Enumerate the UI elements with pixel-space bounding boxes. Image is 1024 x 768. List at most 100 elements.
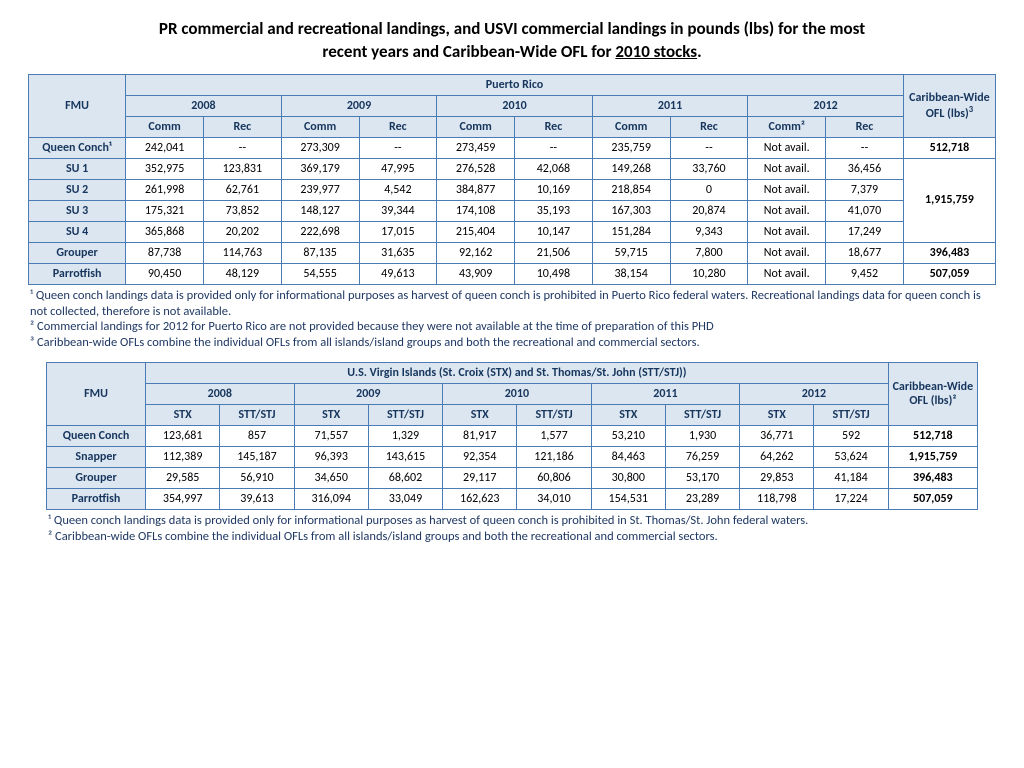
title-line2-underline: 2010 stocks xyxy=(615,41,697,62)
cell: Not avail. xyxy=(748,158,826,179)
cell: 174,108 xyxy=(437,200,515,221)
table-row: SU 3175,32173,852148,12739,344174,10835,… xyxy=(29,200,996,221)
t1-sub-5: Rec xyxy=(515,116,593,137)
table-row: Snapper112,389145,18796,393143,61592,354… xyxy=(47,447,978,468)
row-label: Grouper xyxy=(47,468,146,489)
cell: -- xyxy=(515,137,593,158)
t2-year-1: 2009 xyxy=(294,384,443,405)
cell: 34,650 xyxy=(294,468,368,489)
cell: 96,393 xyxy=(294,447,368,468)
cell: 48,129 xyxy=(203,263,281,284)
cell: 42,068 xyxy=(515,158,593,179)
ofl-cell: 507,059 xyxy=(903,263,995,284)
title-line2c: . xyxy=(697,41,702,62)
cell: 18,677 xyxy=(826,242,904,263)
ofl-cell: 512,718 xyxy=(903,137,995,158)
table-row: Grouper87,738114,76387,13531,63592,16221… xyxy=(29,242,996,263)
t2-ofl-header: Caribbean-Wide OFL (lbs)² xyxy=(888,363,977,426)
cell: 7,379 xyxy=(826,179,904,200)
cell: 143,615 xyxy=(368,447,442,468)
t2-sub-1: STT/STJ xyxy=(220,405,294,426)
cell: 1,329 xyxy=(368,426,442,447)
note1-2: ² Commercial landings for 2012 for Puert… xyxy=(30,319,994,335)
table-row: SU 2261,99862,761239,9774,542384,87710,1… xyxy=(29,179,996,200)
cell: 149,268 xyxy=(592,158,670,179)
cell: 36,456 xyxy=(826,158,904,179)
cell: 239,977 xyxy=(281,179,359,200)
table-row: SU 4365,86820,202222,69817,015215,40410,… xyxy=(29,221,996,242)
cell: 9,343 xyxy=(670,221,748,242)
notes-table2: ¹ Queen conch landings data is provided … xyxy=(48,513,976,544)
t1-year-4: 2012 xyxy=(748,95,904,116)
cell: -- xyxy=(670,137,748,158)
t1-sub-1: Rec xyxy=(203,116,281,137)
cell: 60,806 xyxy=(517,468,591,489)
cell: 87,135 xyxy=(281,242,359,263)
cell: 112,389 xyxy=(146,447,220,468)
cell: 41,070 xyxy=(826,200,904,221)
cell: Not avail. xyxy=(748,242,826,263)
cell: 23,289 xyxy=(665,489,739,510)
cell: Not avail. xyxy=(748,221,826,242)
cell: 123,681 xyxy=(146,426,220,447)
cell: 17,249 xyxy=(826,221,904,242)
cell: 162,623 xyxy=(443,489,517,510)
cell: 10,169 xyxy=(515,179,593,200)
row-label: SU 4 xyxy=(29,221,126,242)
cell: 76,259 xyxy=(665,447,739,468)
cell: 9,452 xyxy=(826,263,904,284)
t2-sub-6: STX xyxy=(591,405,665,426)
cell: 92,354 xyxy=(443,447,517,468)
t1-sub-0: Comm xyxy=(126,116,204,137)
cell: 30,800 xyxy=(591,468,665,489)
cell: 151,284 xyxy=(592,221,670,242)
page-title: PR commercial and recreational landings,… xyxy=(28,18,996,64)
cell: 59,715 xyxy=(592,242,670,263)
cell: 68,602 xyxy=(368,468,442,489)
cell: 33,049 xyxy=(368,489,442,510)
cell: 121,186 xyxy=(517,447,591,468)
t2-fmu-header: FMU xyxy=(47,363,146,426)
cell: 0 xyxy=(670,179,748,200)
t1-region-header: Puerto Rico xyxy=(126,74,904,95)
cell: 384,877 xyxy=(437,179,515,200)
t2-sub-3: STT/STJ xyxy=(368,405,442,426)
t2-sub-0: STX xyxy=(146,405,220,426)
t1-year-3: 2011 xyxy=(592,95,748,116)
t1-fmu-header: FMU xyxy=(29,74,126,137)
cell: 118,798 xyxy=(740,489,814,510)
table-usvi: FMU U.S. Virgin Islands (St. Croix (STX)… xyxy=(46,362,978,510)
cell: 215,404 xyxy=(437,221,515,242)
cell: 316,094 xyxy=(294,489,368,510)
cell: 17,224 xyxy=(814,489,888,510)
cell: 261,998 xyxy=(126,179,204,200)
t1-ofl-header: Caribbean-Wide OFL (lbs)3 xyxy=(903,74,995,137)
cell: 33,760 xyxy=(670,158,748,179)
cell: 53,170 xyxy=(665,468,739,489)
cell: 354,997 xyxy=(146,489,220,510)
table-row: SU 1352,975123,831369,17947,995276,52842… xyxy=(29,158,996,179)
cell: Not avail. xyxy=(748,179,826,200)
cell: 154,531 xyxy=(591,489,665,510)
t1-year-0: 2008 xyxy=(126,95,282,116)
cell: 369,179 xyxy=(281,158,359,179)
cell: 276,528 xyxy=(437,158,515,179)
note2-1: ¹ Queen conch landings data is provided … xyxy=(48,513,976,529)
cell: 273,309 xyxy=(281,137,359,158)
cell: 29,585 xyxy=(146,468,220,489)
t1-sub-9: Rec xyxy=(826,116,904,137)
cell: -- xyxy=(359,137,437,158)
cell: 218,854 xyxy=(592,179,670,200)
cell: 29,853 xyxy=(740,468,814,489)
cell: 64,262 xyxy=(740,447,814,468)
ofl-cell: 507,059 xyxy=(888,489,977,510)
cell: 17,015 xyxy=(359,221,437,242)
t1-year-2: 2010 xyxy=(437,95,593,116)
cell: 54,555 xyxy=(281,263,359,284)
cell: 41,184 xyxy=(814,468,888,489)
t1-sub-4: Comm xyxy=(437,116,515,137)
cell: 20,202 xyxy=(203,221,281,242)
row-label: SU 3 xyxy=(29,200,126,221)
cell: 273,459 xyxy=(437,137,515,158)
cell: 87,738 xyxy=(126,242,204,263)
